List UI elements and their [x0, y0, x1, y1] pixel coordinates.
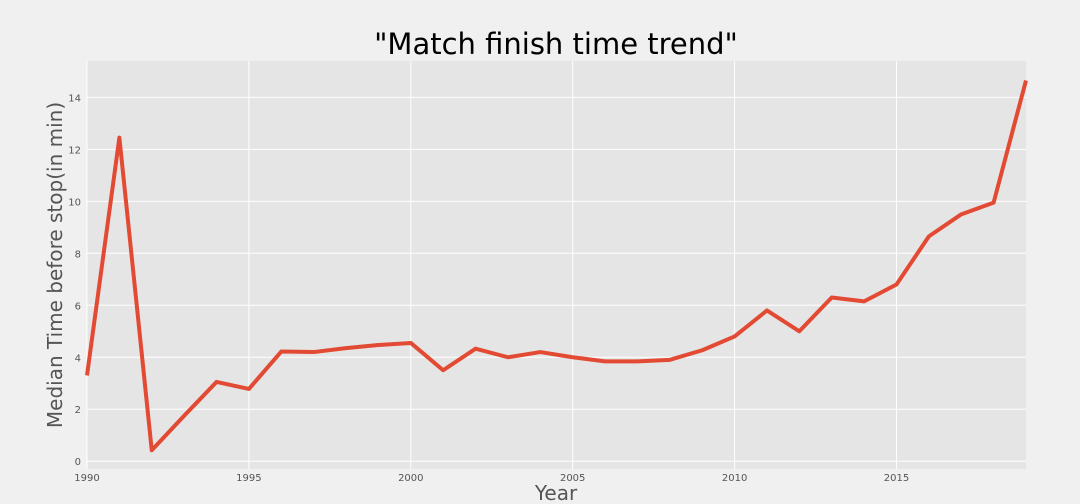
chart-title: "Match finish time trend" [374, 27, 738, 61]
y-tick-label: 4 [75, 353, 81, 364]
y-tick-label: 12 [68, 145, 81, 156]
x-tick-label: 2010 [722, 473, 747, 484]
x-tick-label: 2000 [398, 473, 423, 484]
plot-area [87, 61, 1026, 469]
y-tick-label: 2 [75, 405, 81, 416]
x-tick-label: 1990 [74, 473, 99, 484]
x-tick-label: 1995 [236, 473, 261, 484]
x-axis-label: Year [534, 481, 578, 504]
y-tick-label: 6 [75, 301, 81, 312]
y-tick-label: 14 [68, 93, 81, 104]
series-line [85, 79, 1028, 453]
y-tick-label: 0 [75, 457, 81, 468]
x-tick-label: 2015 [884, 473, 909, 484]
grid-lines [86, 61, 1026, 469]
y-tick-label: 10 [68, 197, 81, 208]
y-tick-label: 8 [75, 249, 81, 260]
series-layer [85, 79, 1028, 453]
x-tick-label: 2005 [560, 473, 585, 484]
tick-labels: 0 2 4 6 8 10 12 14 1990 1995 2000 2005 2010 2015 [68, 93, 909, 484]
y-axis-label: Median Time before stop(in min) [43, 102, 67, 428]
